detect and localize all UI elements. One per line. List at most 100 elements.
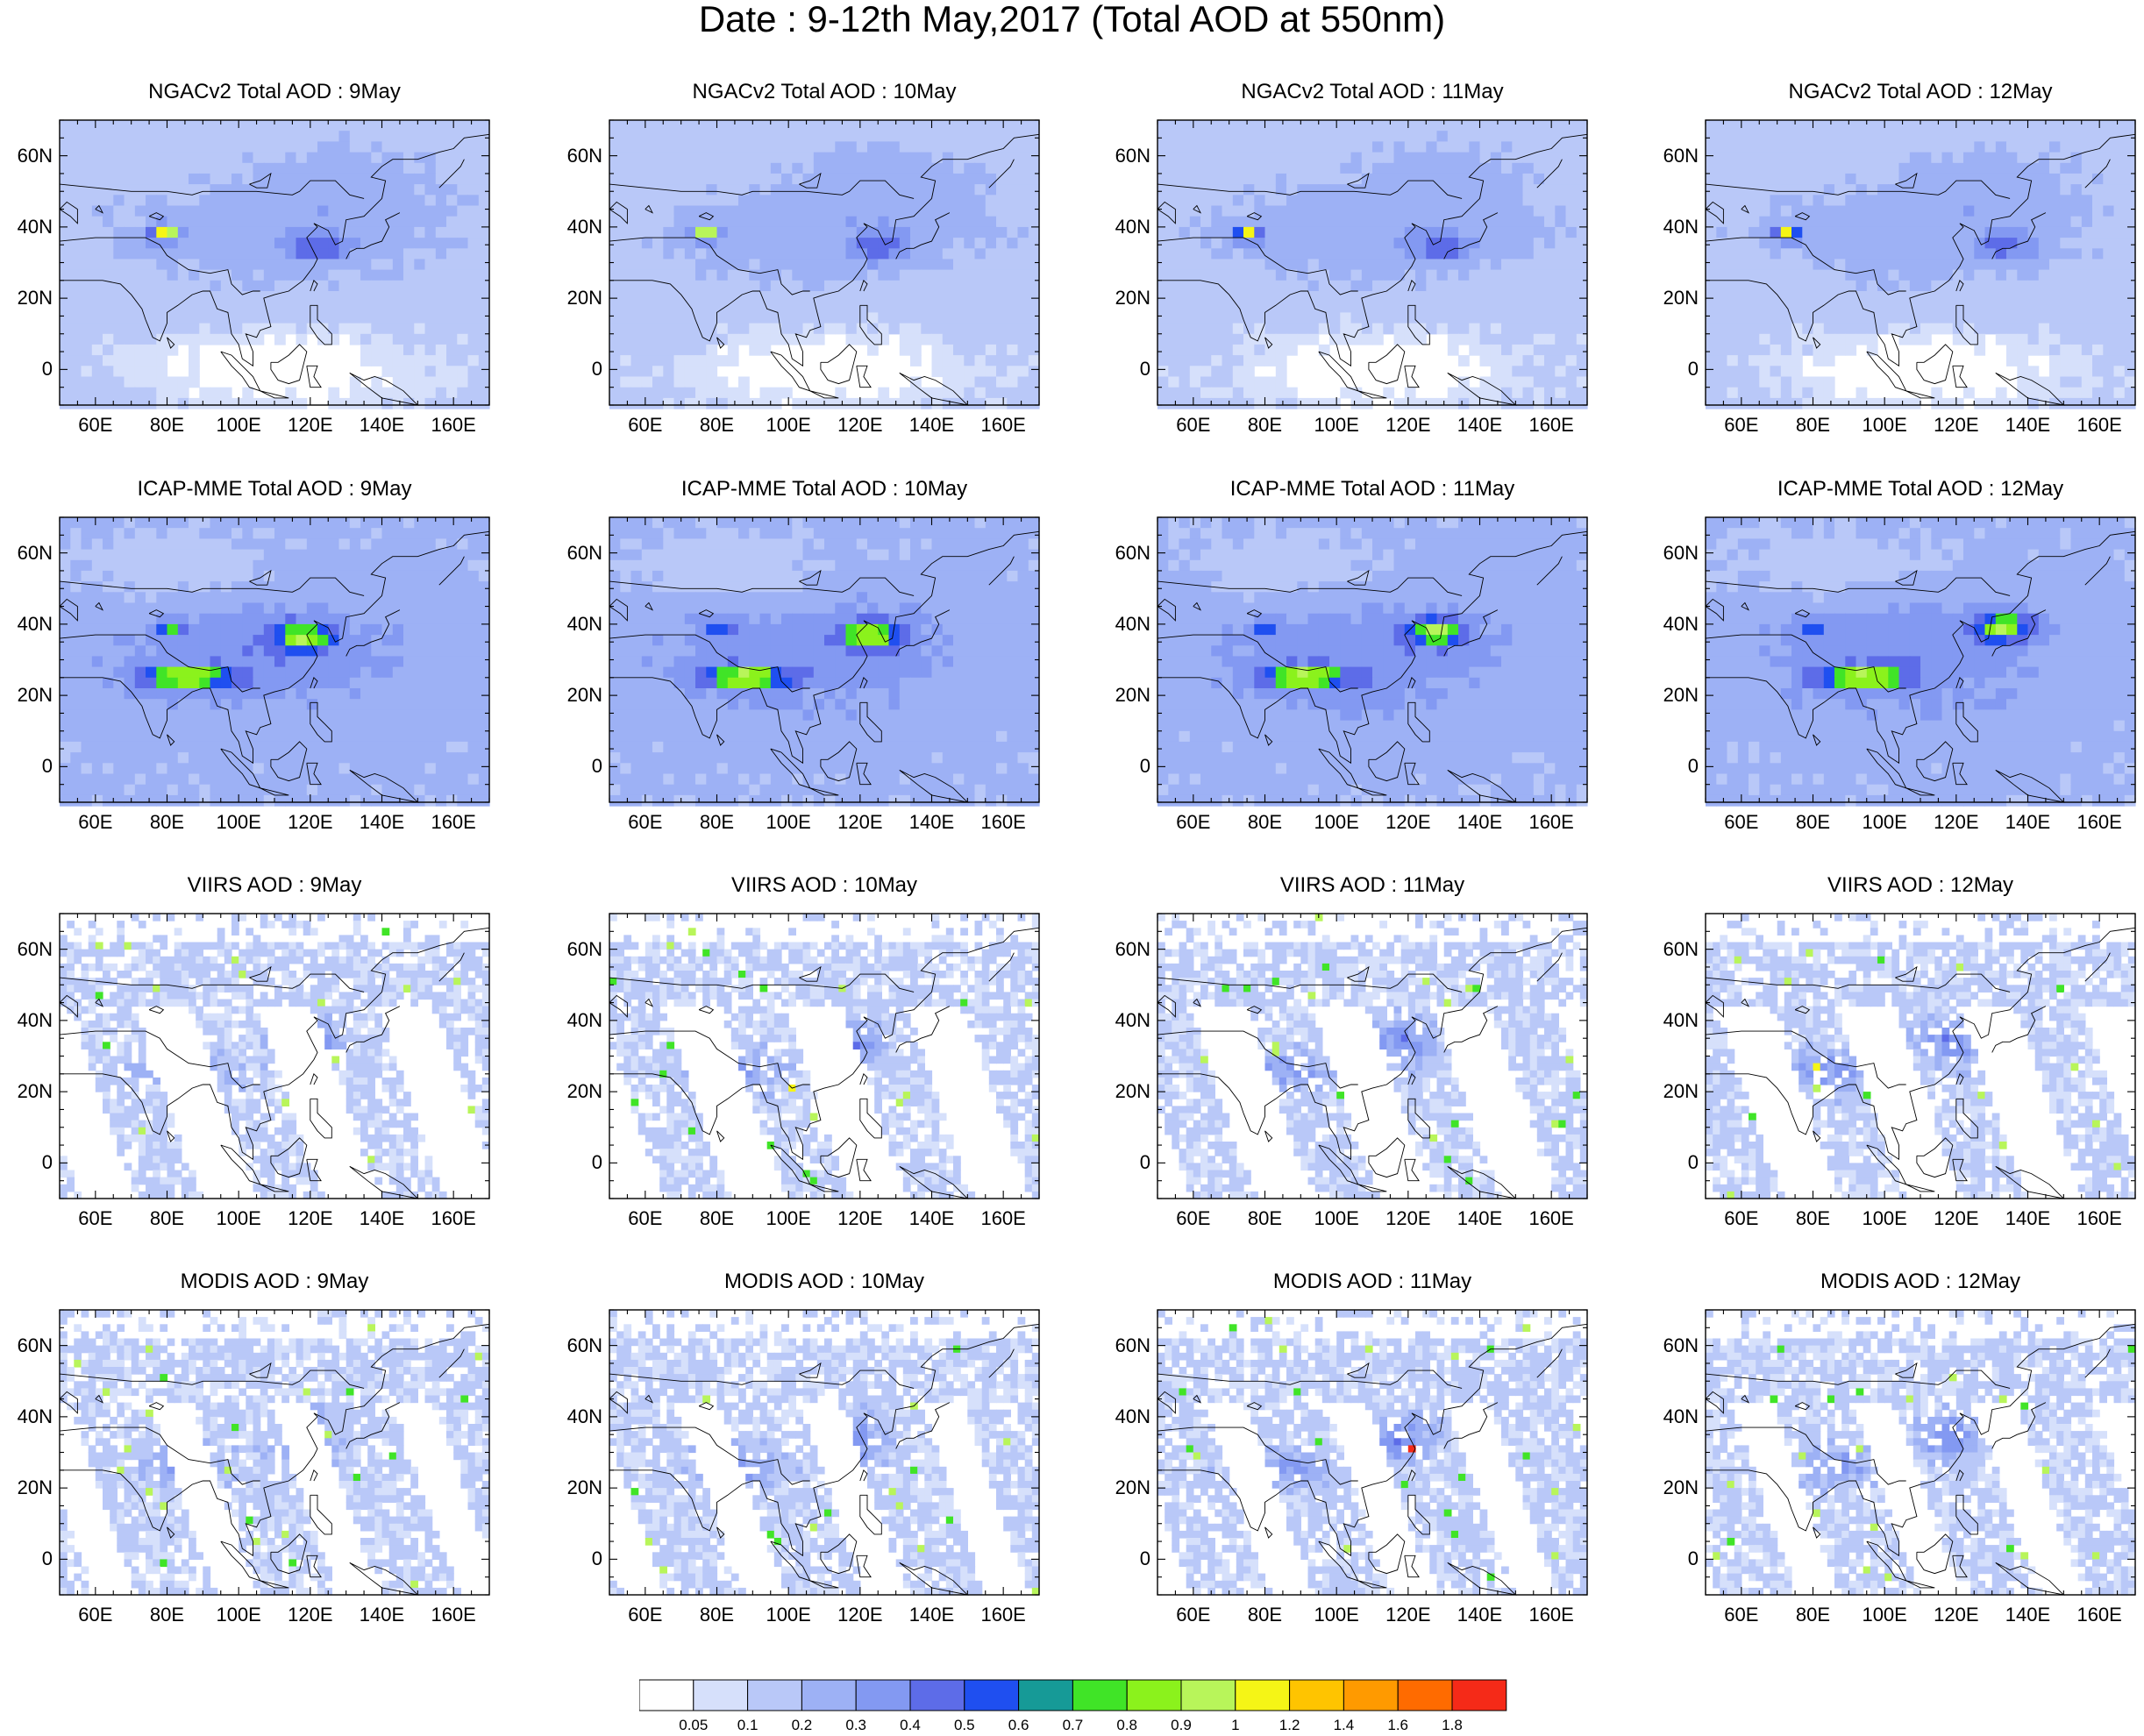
aod-cell: [360, 312, 372, 324]
aod-cell: [1426, 312, 1438, 324]
aod-cell: [1189, 366, 1201, 378]
aod-cell: [888, 205, 901, 217]
aod-cell: [1706, 131, 1717, 142]
aod-cell: [1222, 312, 1234, 324]
aod-cell: [231, 120, 243, 132]
aod-cell: [910, 184, 922, 196]
aod-cell: [70, 302, 82, 313]
aod-cell: [146, 269, 157, 281]
aod-cell: [1845, 226, 1857, 238]
aod-cell: [1813, 238, 1825, 249]
aod-cell: [1415, 162, 1427, 174]
aod-cell: [1168, 269, 1180, 281]
aod-cell: [199, 656, 211, 668]
aod-cell: [1877, 216, 1889, 228]
aod-cell: [974, 387, 987, 399]
aod-cell: [1706, 152, 1717, 164]
aod-cell: [317, 173, 329, 185]
aod-cell: [81, 387, 93, 399]
aod-cell: [716, 355, 729, 366]
aod-cell: [2038, 280, 2050, 292]
aod-cell: [231, 397, 243, 409]
aod-cell: [1157, 173, 1169, 185]
aod-cell: [296, 269, 308, 281]
aod-cell: [403, 302, 415, 313]
aod-cell: [220, 559, 232, 572]
aod-cell: [630, 216, 643, 228]
aod-cell: [1243, 355, 1255, 366]
aod-cell: [124, 592, 136, 604]
aod-cell: [974, 248, 987, 260]
aod-cell: [414, 269, 426, 281]
aod-cell: [467, 152, 480, 164]
aod-cell: [1770, 397, 1782, 409]
aod-cell: [220, 581, 232, 593]
aod-cell: [1544, 376, 1556, 388]
aod-cell: [1189, 216, 1201, 228]
aod-cell: [457, 635, 469, 646]
aod-cell: [285, 387, 297, 399]
aod-cell: [2060, 323, 2072, 335]
aod-cell: [1834, 280, 1846, 292]
aod-cell: [1770, 376, 1782, 388]
aod-cell: [2017, 376, 2029, 388]
aod-cell: [1963, 216, 1975, 228]
aod-cell: [770, 226, 782, 238]
aod-cell: [338, 291, 351, 302]
aod-cell: [1544, 323, 1556, 335]
aod-cell: [641, 280, 653, 292]
aod-cell: [1813, 205, 1825, 217]
aod-cell: [349, 269, 361, 281]
aod-cell: [1898, 141, 1911, 153]
aod-cell: [1834, 248, 1846, 260]
aod-cell: [1877, 205, 1889, 217]
aod-cell: [156, 162, 168, 174]
aod-cell: [296, 517, 308, 529]
aod-cell: [381, 195, 394, 207]
aod-cell: [2038, 131, 2050, 142]
aod-cell: [231, 173, 243, 185]
aod-cell: [888, 302, 901, 313]
aod-cell: [134, 538, 146, 551]
aod-cell: [1576, 120, 1588, 132]
aod-cell: [1501, 355, 1513, 366]
aod-cell: [813, 226, 825, 238]
aod-cell: [716, 184, 729, 196]
aod-cell: [274, 205, 286, 217]
aod-cell: [1254, 173, 1266, 185]
aod-cell: [2113, 248, 2126, 260]
aod-cell: [1522, 269, 1535, 281]
aod-cell: [1565, 323, 1578, 335]
aod-cell: [1157, 366, 1169, 378]
aod-cell: [2017, 216, 2029, 228]
aod-cell: [1780, 323, 1792, 335]
aod-cell: [1318, 238, 1330, 249]
aod-cell: [60, 344, 71, 356]
aod-cell: [242, 592, 254, 604]
aod-cell: [285, 397, 297, 409]
aod-cell: [1845, 238, 1857, 249]
aod-cell: [1469, 248, 1481, 260]
aod-cell: [1716, 333, 1728, 345]
coastline: [770, 351, 811, 392]
aod-cell: [867, 238, 879, 249]
aod-cell: [641, 376, 653, 388]
aod-cell: [1393, 226, 1406, 238]
aod-cell: [296, 538, 308, 551]
aod-cell: [1458, 205, 1470, 217]
aod-cell: [1565, 173, 1578, 185]
aod-cell: [2006, 323, 2018, 335]
aod-cell: [1232, 152, 1244, 164]
aod-cell: [964, 291, 976, 302]
aod-cell: [706, 184, 718, 196]
aod-cell: [349, 131, 361, 142]
aod-cell: [609, 269, 621, 281]
aod-cell: [285, 528, 297, 539]
aod-cell: [2092, 344, 2104, 356]
aod-cell: [2038, 120, 2050, 132]
aod-cell: [146, 238, 157, 249]
aod-cell: [1254, 269, 1266, 281]
aod-cell: [2027, 376, 2040, 388]
x-tick-label: 160E: [2064, 416, 2134, 435]
aod-cell: [1984, 195, 1997, 207]
